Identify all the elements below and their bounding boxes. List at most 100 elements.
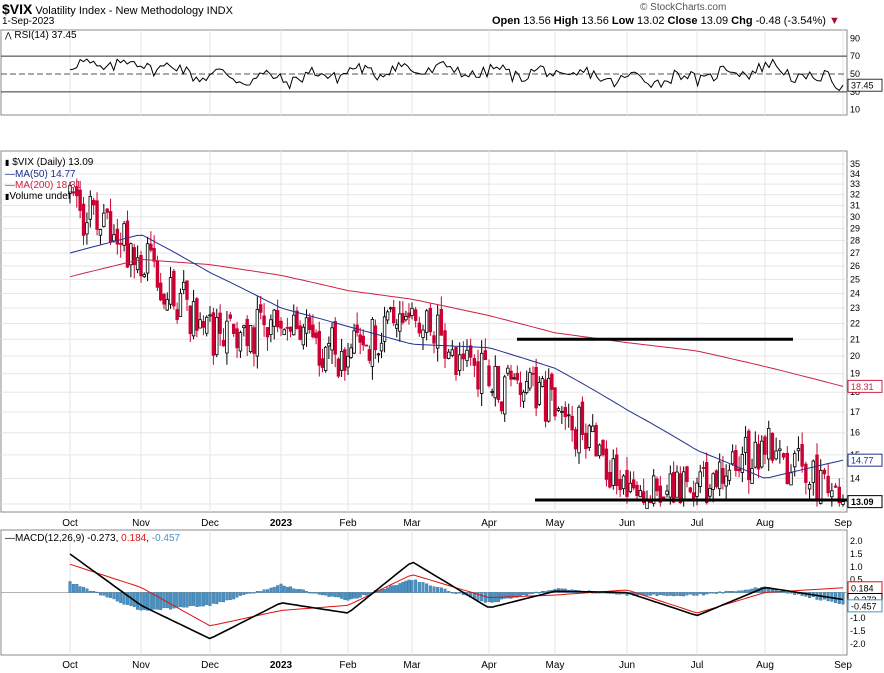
candle-body [407,312,411,318]
candle-body [635,484,639,496]
macd-hist-bar [708,592,712,594]
x-tick-label-mid: Mar [403,518,421,529]
candle-body [311,324,315,338]
open-label: Open [492,15,521,27]
candle-body [195,298,199,331]
candle-body [349,347,353,358]
candle-body [698,471,702,487]
candle-body [235,328,239,349]
candle-body [201,321,206,328]
macd-hist-bar [675,592,679,596]
macd-tick-label: 1.5 [850,549,863,559]
macd-hist-bar [265,589,269,593]
macd-hist-bar [386,587,390,593]
macd-legend-value: -0.273 [87,533,116,544]
macd-hist-bar [235,592,239,598]
candle-body [446,351,451,359]
candle-body [395,324,399,329]
x-tick-label-bottom: Nov [132,660,150,671]
x-tick-label-bottom: Sep [834,660,852,671]
macd-hist-bar [238,592,242,596]
candle-body [155,260,160,288]
macd-hist-bar [522,592,526,595]
price-tick-label: 35 [850,159,860,169]
candle-body [584,432,588,450]
price-tick-label: 24 [850,288,860,298]
candle-body [675,471,679,498]
candle-body [717,461,722,490]
candle-body [327,343,331,347]
candle-body [379,342,384,352]
macd-hist-bar [125,592,129,605]
candle-body [95,200,99,230]
candle-body [688,487,693,493]
macd-hist-bar [146,592,150,611]
macd-hist-bar [540,591,544,593]
candle-body [112,234,116,242]
macd-hist-bar [503,592,507,599]
macd-hist-bar [142,592,146,610]
macd-hist-bar [404,580,408,593]
candle-body [392,306,396,324]
macd-hist-bar [175,592,179,608]
macd-hist-bar [645,592,649,596]
chg-label: Chg [731,15,753,27]
macd-hist-bar [78,586,82,593]
close-price-label-box [847,495,883,509]
candle-body [493,365,497,399]
candle-body [98,229,103,236]
candle-body [238,332,243,352]
rsi-line [69,58,844,92]
candle-body [625,469,629,497]
candle-body [343,349,347,371]
candle-body [279,320,283,329]
price-tick-label: 23 [850,303,860,313]
macd-tick-label: 0.5 [850,575,863,585]
candle-body [730,451,735,465]
macd-hist-bar [734,591,738,593]
candle-body [577,406,581,454]
candle-body [370,319,375,367]
macd-hist-bar [115,592,119,602]
macd-hist-bar [102,592,106,596]
candle-body [404,315,408,321]
macd-hist-bar [698,592,702,595]
candle-body [487,365,491,387]
x-tick-label-bottom: Dec [201,660,219,671]
candle-body [534,366,538,409]
candle-body [252,327,256,354]
macd-hist-bar [678,592,682,597]
candle-body [149,243,153,251]
macd-hist-bar [249,592,253,594]
candle-body [439,308,444,336]
candle-body [225,320,229,354]
candle-body [215,316,219,355]
candle-body [265,327,270,338]
candle-body [468,345,473,358]
candle-body [528,372,532,389]
macd-hist-bar [721,592,725,594]
candle-body [655,478,659,492]
candle-body [317,330,321,366]
candle-body [778,448,782,451]
candle-body [714,470,719,488]
candle-body [272,309,276,327]
macd-hist-bar [695,592,699,596]
candle-body [509,370,513,380]
candle-body [711,473,715,490]
x-tick-label-bottom: Mar [403,660,421,671]
candle-body [295,310,299,330]
macd-hist-bar [358,592,362,598]
chart-date: 1-Sep-2023 [2,16,55,27]
candle-body [165,299,169,311]
macd-hist-bar [292,588,296,593]
candle-body [631,479,636,489]
candle-body [152,247,156,262]
macd-hist-bar [165,592,169,609]
candle-body [518,382,523,395]
rsi-legend: ⋀ RSI(14) 37.45 [5,30,77,41]
macd-hist-bar [436,586,440,593]
macd-hist-bar [443,588,447,593]
close-label: Close [667,15,698,27]
